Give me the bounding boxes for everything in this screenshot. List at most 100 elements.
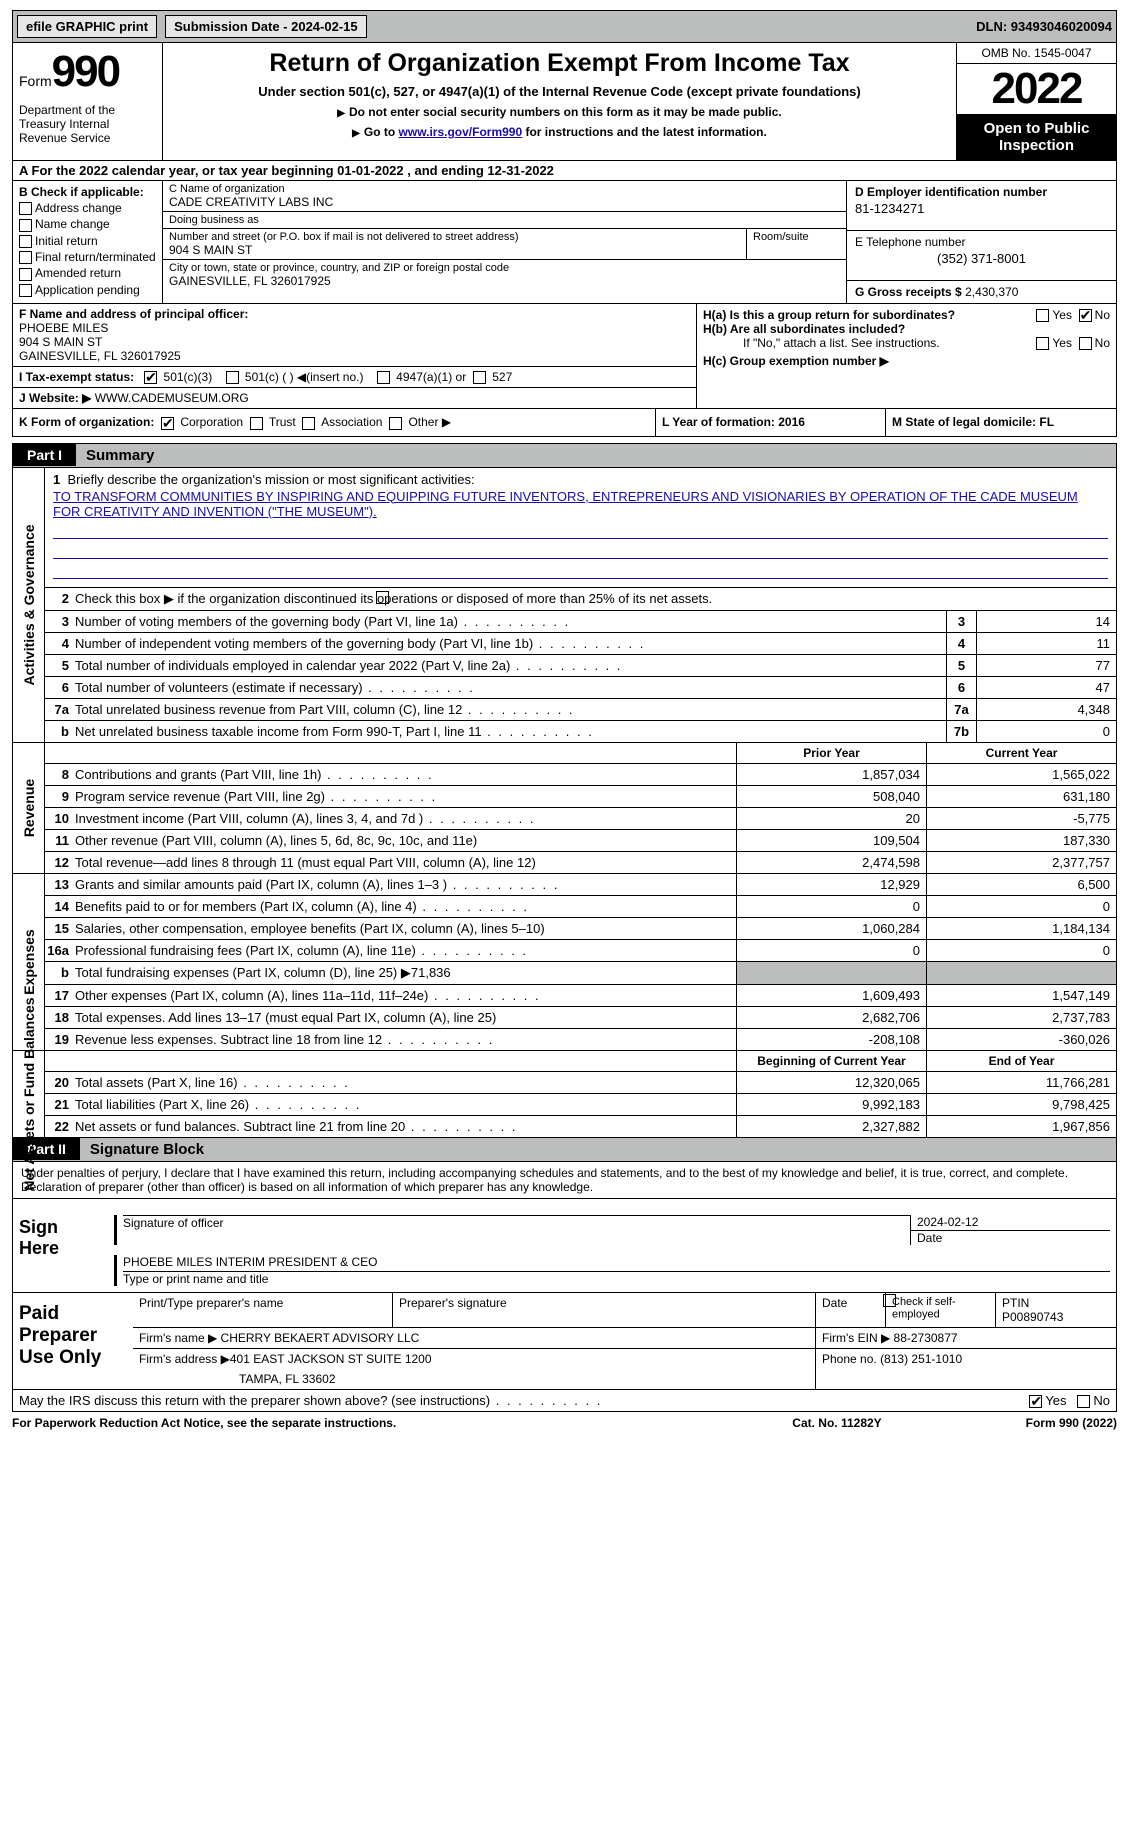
chk-501c3[interactable] xyxy=(144,371,157,384)
line-11: 11Other revenue (Part VIII, column (A), … xyxy=(45,829,1116,851)
room-label: Room/suite xyxy=(753,231,840,243)
l17-desc: Other expenses (Part IX, column (A), lin… xyxy=(75,985,736,1006)
part2-header: Part IISignature Block xyxy=(12,1138,1117,1162)
vtab-exp-label: Expenses xyxy=(21,929,37,994)
chk-final-label: Final return/terminated xyxy=(35,250,156,264)
f-label: F Name and address of principal officer: xyxy=(19,307,690,321)
expenses-body: 13Grants and similar amounts paid (Part … xyxy=(45,874,1116,1050)
prep-row-3: Firm's address ▶401 EAST JACKSON ST SUIT… xyxy=(133,1349,1116,1389)
chk-discontinued[interactable] xyxy=(376,591,389,604)
chk-amended[interactable]: Amended return xyxy=(19,266,156,280)
self-emp-label: Check if self-employed xyxy=(892,1296,956,1320)
l17-prior: 1,609,493 xyxy=(736,985,926,1006)
col-d: D Employer identification number 81-1234… xyxy=(846,181,1116,303)
chk-initial-return[interactable]: Initial return xyxy=(19,234,156,248)
lbl-trust: Trust xyxy=(269,415,296,429)
firm-name: CHERRY BEKAERT ADVISORY LLC xyxy=(217,1331,419,1345)
mission-text[interactable]: TO TRANSFORM COMMUNITIES BY INSPIRING AN… xyxy=(53,489,1108,519)
vtab-netassets: Net Assets or Fund Balances xyxy=(13,1051,45,1137)
hdr-eoy: End of Year xyxy=(926,1051,1116,1071)
chk-corp[interactable] xyxy=(161,417,174,430)
chk-hb-yes[interactable] xyxy=(1036,337,1049,350)
chk-501c[interactable] xyxy=(226,371,239,384)
l16b-desc: Total fundraising expenses (Part IX, col… xyxy=(75,962,736,984)
tel-label: E Telephone number xyxy=(855,235,1108,249)
omb-number: OMB No. 1545-0047 xyxy=(957,43,1116,64)
chk-discuss-yes[interactable] xyxy=(1029,1395,1042,1408)
hc-label: H(c) Group exemption number ▶ xyxy=(703,354,1110,368)
chk-assoc[interactable] xyxy=(302,417,315,430)
l12-prior: 2,474,598 xyxy=(736,852,926,873)
l6-desc: Total number of volunteers (estimate if … xyxy=(75,677,946,698)
chk-self-emp[interactable] xyxy=(883,1294,896,1307)
col-b: B Check if applicable: Address change Na… xyxy=(13,181,163,303)
chk-addr-label: Address change xyxy=(35,201,122,215)
chk-trust[interactable] xyxy=(250,417,263,430)
chk-ha-yes[interactable] xyxy=(1036,309,1049,322)
dba-label: Doing business as xyxy=(169,214,840,226)
sig-type-label: Type or print name and title xyxy=(123,1272,1110,1286)
ha-yn: Yes No xyxy=(1036,308,1110,322)
hdr-curr: Current Year xyxy=(926,743,1116,763)
l16a-curr: 0 xyxy=(926,940,1116,961)
officer-name: PHOEBE MILES xyxy=(19,321,690,335)
open-to-public: Open to Public Inspection xyxy=(957,114,1116,160)
org-name-label: C Name of organization xyxy=(169,183,840,195)
irs-discuss-yn: Yes No xyxy=(1029,1393,1110,1408)
l3-val: 14 xyxy=(976,611,1116,632)
l4-val: 11 xyxy=(976,633,1116,654)
l12-curr: 2,377,757 xyxy=(926,852,1116,873)
l21-prior: 9,992,183 xyxy=(736,1094,926,1115)
chk-527[interactable] xyxy=(473,371,486,384)
l9-curr: 631,180 xyxy=(926,786,1116,807)
vtab-activities: Activities & Governance xyxy=(13,468,45,742)
chk-ha-no[interactable] xyxy=(1079,309,1092,322)
chk-discuss-no[interactable] xyxy=(1077,1395,1090,1408)
row-klm: K Form of organization: Corporation Trus… xyxy=(12,409,1117,436)
l1-label: Briefly describe the organization's miss… xyxy=(67,472,474,487)
efile-button[interactable]: efile GRAPHIC print xyxy=(17,15,157,38)
l16a-desc: Professional fundraising fees (Part IX, … xyxy=(75,940,736,961)
paid-preparer-label: Paid Preparer Use Only xyxy=(13,1293,133,1389)
prep-ptin-cell: PTINP00890743 xyxy=(996,1293,1116,1327)
chk-other[interactable] xyxy=(389,417,402,430)
section-netassets: Net Assets or Fund Balances Beginning of… xyxy=(12,1051,1117,1138)
form-header: Form990 Department of the Treasury Inter… xyxy=(12,43,1117,161)
form-note-ssn: Do not enter social security numbers on … xyxy=(169,105,950,119)
chk-hb-no[interactable] xyxy=(1079,337,1092,350)
col-c: C Name of organization CADE CREATIVITY L… xyxy=(163,181,846,303)
chk-name-change[interactable]: Name change xyxy=(19,217,156,231)
declaration: Under penalties of perjury, I declare th… xyxy=(12,1162,1117,1199)
ein-label: D Employer identification number xyxy=(855,185,1108,199)
firm-ein: 88-2730877 xyxy=(894,1331,958,1345)
irs-discuss-row: May the IRS discuss this return with the… xyxy=(12,1390,1117,1412)
irs-link[interactable]: www.irs.gov/Form990 xyxy=(399,125,523,139)
l21-desc: Total liabilities (Part X, line 26) xyxy=(75,1094,736,1115)
firm-addr-label: Firm's address ▶ xyxy=(139,1352,230,1366)
chk-address-change[interactable]: Address change xyxy=(19,201,156,215)
l3-desc: Number of voting members of the governin… xyxy=(75,611,946,632)
firm-phone-cell: Phone no. (813) 251-1010 xyxy=(816,1349,1116,1389)
l2-desc: Check this box ▶ if the organization dis… xyxy=(75,591,712,606)
sig-date-label: Date xyxy=(910,1230,1110,1245)
form-note-link: Go to www.irs.gov/Form990 for instructio… xyxy=(169,125,950,139)
l20-desc: Total assets (Part X, line 16) xyxy=(75,1072,736,1093)
tax-exempt-status: I Tax-exempt status: 501(c)(3) 501(c) ( … xyxy=(13,367,696,388)
street-label: Number and street (or P.O. box if mail i… xyxy=(169,231,740,243)
chk-app-pending[interactable]: Application pending xyxy=(19,283,156,297)
dln: DLN: 93493046020094 xyxy=(976,19,1112,34)
l11-desc: Other revenue (Part VIII, column (A), li… xyxy=(75,830,736,851)
chk-4947[interactable] xyxy=(377,371,390,384)
chk-final-return[interactable]: Final return/terminated xyxy=(19,250,156,264)
org-name-cell: C Name of organization CADE CREATIVITY L… xyxy=(163,181,846,212)
gross-label: G Gross receipts $ xyxy=(855,285,965,299)
org-name: CADE CREATIVITY LABS INC xyxy=(169,195,840,209)
l8-desc: Contributions and grants (Part VIII, lin… xyxy=(75,764,736,785)
line-16b: bTotal fundraising expenses (Part IX, co… xyxy=(45,961,1116,984)
activities-body: 1 Briefly describe the organization's mi… xyxy=(45,468,1116,742)
section-f-h: F Name and address of principal officer:… xyxy=(12,304,1117,409)
cat-no: Cat. No. 11282Y xyxy=(737,1416,937,1430)
line-3: 3Number of voting members of the governi… xyxy=(45,610,1116,632)
goto-suffix: for instructions and the latest informat… xyxy=(522,125,767,139)
checkbox-icon xyxy=(19,284,32,297)
